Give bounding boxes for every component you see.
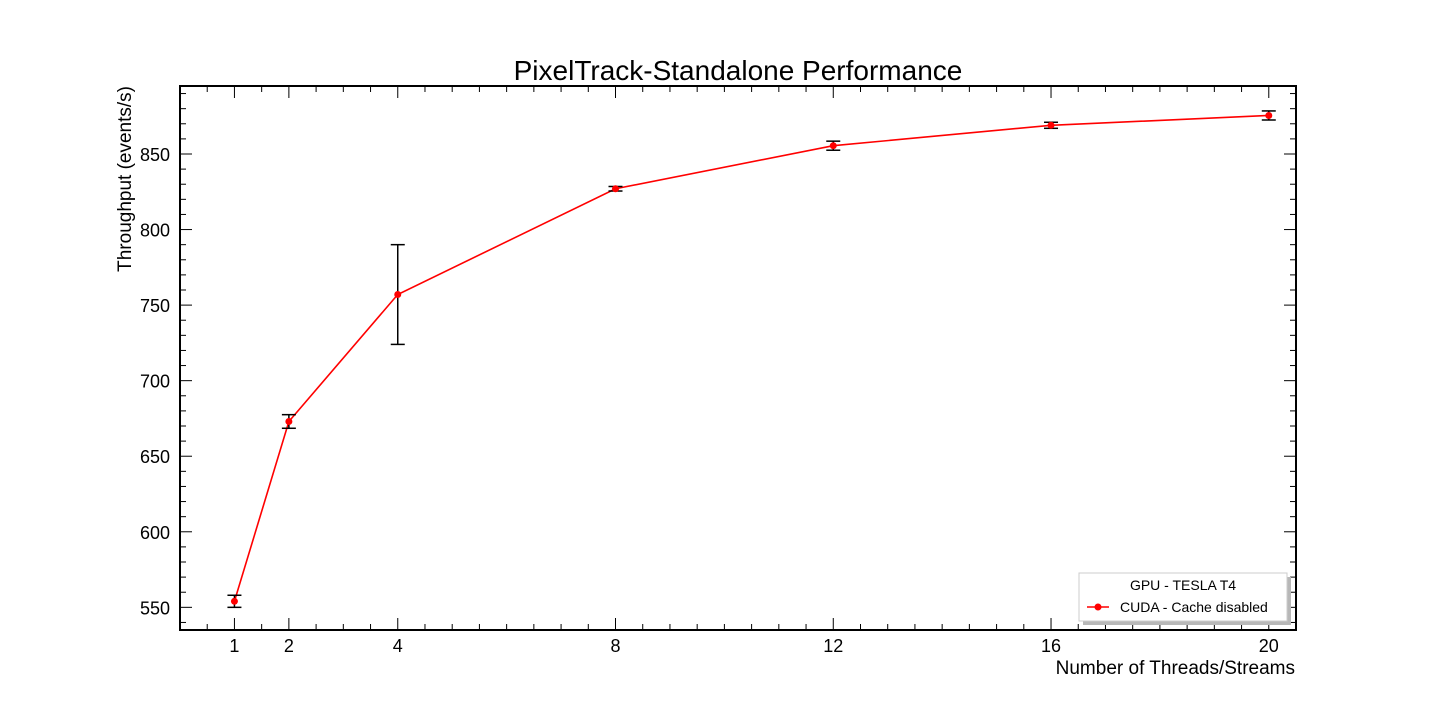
y-tick-label: 850 [140,145,170,165]
legend: GPU - TESLA T4 CUDA - Cache disabled [1078,572,1291,625]
series-line [233,114,1269,602]
y-tick-label: 800 [140,221,170,241]
x-tick-label: 1 [229,636,239,656]
legend-header: GPU - TESLA T4 [1130,577,1236,593]
y-tick-label: 650 [140,447,170,467]
x-axis-label: Number of Threads/Streams [1056,658,1295,679]
data-point [1265,111,1273,119]
plot-frame [179,85,1297,631]
legend-box [1078,572,1288,622]
data-point [1047,121,1055,129]
x-tick-label: 2 [284,636,294,656]
data-point [829,142,837,150]
x-tick-label: 12 [823,636,843,656]
x-tick-label: 4 [393,636,403,656]
y-axis-label: Throughput (events/s) [115,86,136,272]
x-tick-label: 8 [611,636,621,656]
x-tick-label: 16 [1041,636,1061,656]
y-tick-label: 550 [140,598,170,618]
y-tick-label: 750 [140,296,170,316]
data-point [230,597,238,605]
data-point [285,417,293,425]
x-tick-label: 20 [1259,636,1279,656]
data-point [394,291,402,299]
legend-point-marker [1094,603,1102,611]
chart-title: PixelTrack-Standalone Performance [514,55,963,86]
axis-ticks [180,86,1297,630]
y-tick-label: 700 [140,372,170,392]
legend-entry-label: CUDA - Cache disabled [1120,599,1268,615]
y-tick-label: 600 [140,523,170,543]
data-point [612,185,620,193]
series-layer [227,110,1276,609]
